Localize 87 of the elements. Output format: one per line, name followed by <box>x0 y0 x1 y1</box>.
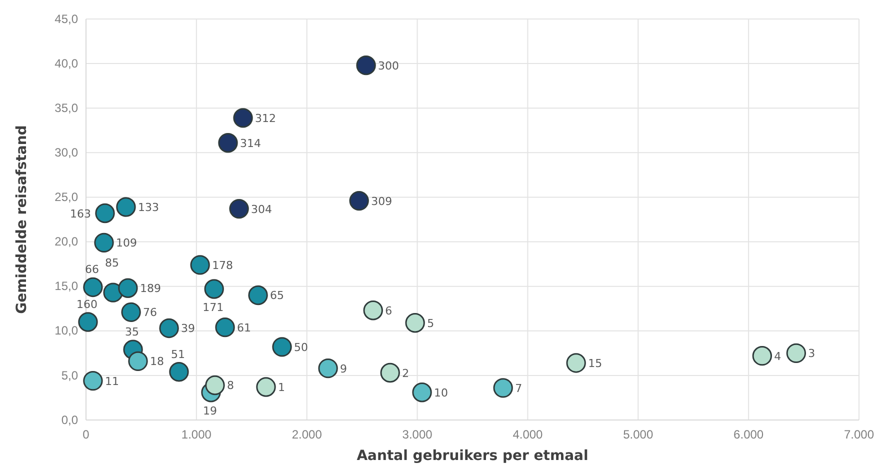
y-tick-label: 20,0 <box>54 234 78 249</box>
point <box>83 370 103 391</box>
annotation: 8 <box>226 379 234 392</box>
annotation: 35 <box>125 326 140 339</box>
point <box>566 353 586 373</box>
annotation: 10 <box>434 386 448 400</box>
point <box>121 302 141 322</box>
y-tick-label: 15,0 <box>54 279 78 294</box>
x-tick-label: 7.000 <box>844 428 874 442</box>
x-tick-label: 5.000 <box>623 428 654 442</box>
y-axis-title: Gemiddelde reisafstand <box>14 125 30 314</box>
point <box>159 318 179 338</box>
point <box>128 351 148 372</box>
annotation: 163 <box>70 207 91 220</box>
y-tick-label: 30,0 <box>54 146 78 160</box>
annotation: 160 <box>76 298 98 311</box>
x-tick-label: 1.000 <box>181 428 212 442</box>
point <box>493 378 513 398</box>
y-tick-label: 10,0 <box>54 324 78 338</box>
annotation: 51 <box>170 348 185 361</box>
annotation: 300 <box>378 59 400 72</box>
point <box>412 382 432 402</box>
point <box>116 197 136 217</box>
x-tick-label: 2.000 <box>292 428 322 442</box>
point <box>752 346 772 366</box>
point <box>94 232 114 252</box>
annotation: 5 <box>427 316 434 330</box>
point <box>78 312 98 332</box>
annotation: 65 <box>270 289 284 302</box>
x-axis-title: Aantal gebruikers per etmaal <box>356 448 588 464</box>
annotation: 304 <box>251 202 272 216</box>
x-tick-label: 0 <box>82 428 90 442</box>
x-tick-label: 4.000 <box>512 428 544 442</box>
y-tick-label: 25,0 <box>54 190 78 204</box>
point <box>218 133 238 153</box>
point <box>405 313 425 333</box>
x-tick-label: 6.000 <box>734 428 764 442</box>
annotation: 18 <box>150 355 164 368</box>
point <box>204 279 224 299</box>
annotation: 309 <box>371 194 392 208</box>
x-tick-label: 3.000 <box>402 428 433 442</box>
annotation: 4 <box>774 350 782 363</box>
annotation: 178 <box>212 258 234 272</box>
point <box>349 190 369 211</box>
annotation: 314 <box>240 136 262 150</box>
annotation: 11 <box>104 374 119 388</box>
point <box>229 198 249 219</box>
point <box>169 362 189 382</box>
point <box>118 278 138 298</box>
annotation: 19 <box>203 404 218 418</box>
annotation: 171 <box>202 301 224 314</box>
annotation: 9 <box>340 362 348 376</box>
annotation: 66 <box>84 263 99 276</box>
point <box>272 337 292 357</box>
point <box>356 56 376 76</box>
annotation: 85 <box>105 256 120 270</box>
y-tick-label: 0,0 <box>61 412 78 427</box>
point <box>256 377 276 397</box>
annotation: 39 <box>181 322 196 336</box>
annotation: 133 <box>138 201 159 214</box>
annotation: 109 <box>116 236 137 250</box>
point <box>95 203 115 224</box>
annotation: 2 <box>402 366 410 380</box>
point <box>83 277 103 298</box>
point <box>380 362 400 383</box>
annotation: 1 <box>278 381 285 394</box>
point <box>786 343 806 363</box>
y-tick-label: 45,0 <box>54 12 78 26</box>
annotation: 3 <box>808 347 816 360</box>
y-tick-label: 35,0 <box>54 100 78 115</box>
annotation: 189 <box>140 282 161 296</box>
annotation: 7 <box>515 382 522 395</box>
point <box>363 300 383 320</box>
annotation: 6 <box>385 304 392 318</box>
annotation: 61 <box>237 321 252 334</box>
point <box>248 285 268 306</box>
annotation: 312 <box>255 112 276 125</box>
point <box>190 255 210 275</box>
annotation: 50 <box>294 340 308 354</box>
point <box>205 375 225 396</box>
annotation: 15 <box>588 356 602 370</box>
y-tick-label: 40,0 <box>54 56 78 70</box>
annotation: 76 <box>143 306 158 320</box>
point <box>215 317 235 338</box>
point <box>318 358 338 378</box>
y-tick-label: 5,0 <box>61 368 78 382</box>
point <box>233 108 253 128</box>
